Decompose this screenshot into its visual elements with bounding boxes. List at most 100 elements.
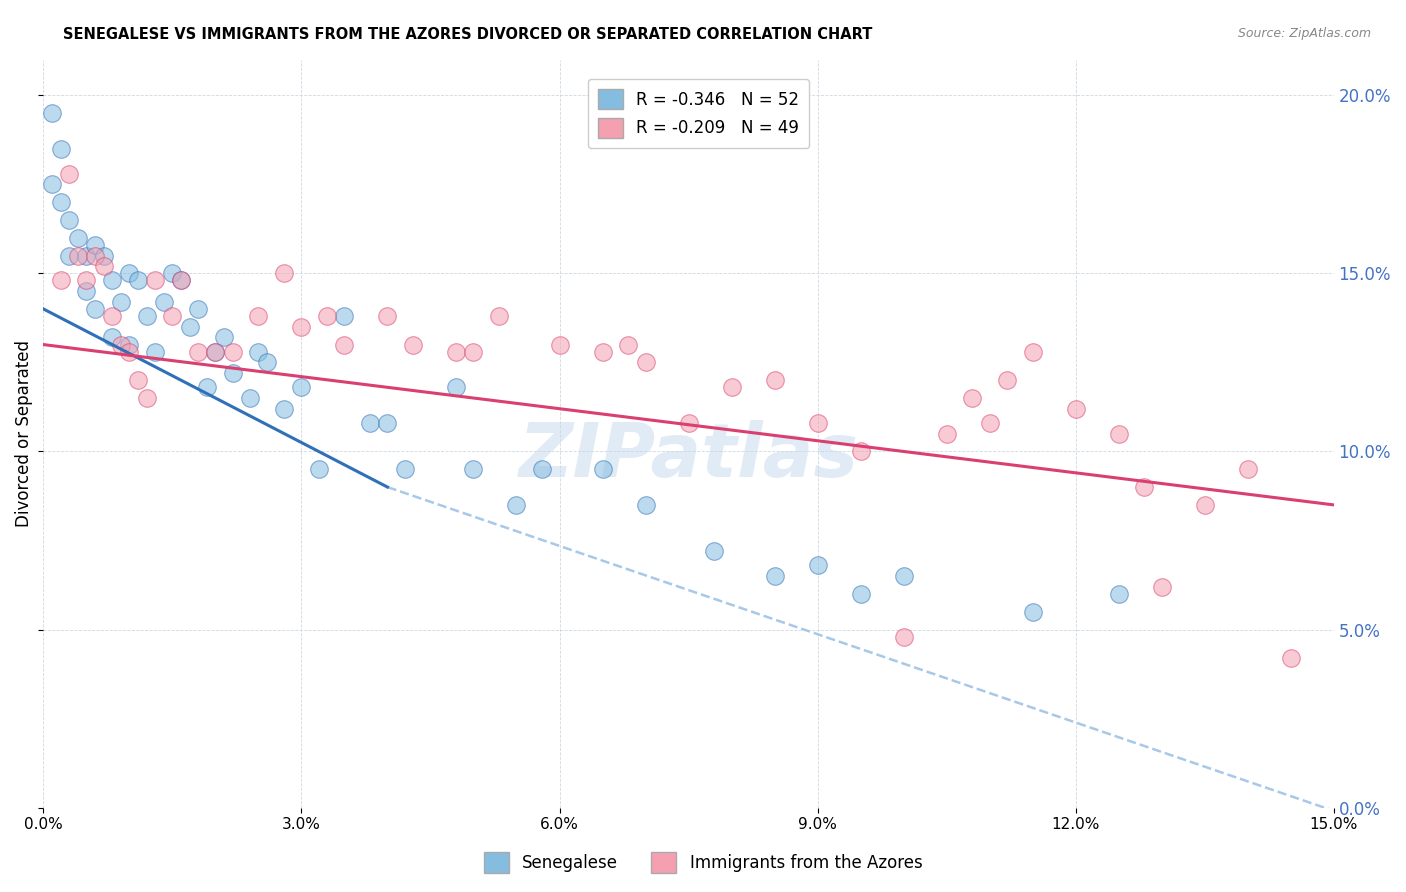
- Point: [221, 366, 243, 380]
- Point: [703, 544, 725, 558]
- Point: [1064, 401, 1087, 416]
- Point: [179, 319, 201, 334]
- Point: [316, 309, 339, 323]
- Point: [333, 309, 356, 323]
- Point: [893, 630, 915, 644]
- Point: [1021, 605, 1043, 619]
- Point: [101, 273, 124, 287]
- Point: [1194, 498, 1216, 512]
- Point: [463, 462, 485, 476]
- Point: [204, 344, 226, 359]
- Text: SENEGALESE VS IMMIGRANTS FROM THE AZORES DIVORCED OR SEPARATED CORRELATION CHART: SENEGALESE VS IMMIGRANTS FROM THE AZORES…: [63, 27, 873, 42]
- Point: [806, 558, 828, 573]
- Point: [256, 355, 278, 369]
- Point: [273, 266, 295, 280]
- Point: [359, 416, 381, 430]
- Point: [84, 301, 107, 316]
- Point: [290, 380, 312, 394]
- Point: [548, 337, 571, 351]
- Point: [446, 380, 468, 394]
- Point: [195, 380, 218, 394]
- Point: [118, 344, 141, 359]
- Point: [617, 337, 640, 351]
- Point: [634, 355, 657, 369]
- Point: [101, 309, 124, 323]
- Point: [678, 416, 700, 430]
- Point: [58, 167, 80, 181]
- Text: ZIPatlas: ZIPatlas: [519, 419, 859, 492]
- Point: [118, 266, 141, 280]
- Point: [93, 259, 115, 273]
- Point: [101, 330, 124, 344]
- Point: [127, 373, 149, 387]
- Point: [84, 248, 107, 262]
- Point: [849, 444, 872, 458]
- Legend: R = -0.346   N = 52, R = -0.209   N = 49: R = -0.346 N = 52, R = -0.209 N = 49: [588, 79, 810, 148]
- Legend: Senegalese, Immigrants from the Azores: Senegalese, Immigrants from the Azores: [477, 846, 929, 880]
- Point: [634, 498, 657, 512]
- Point: [162, 309, 184, 323]
- Point: [273, 401, 295, 416]
- Point: [221, 344, 243, 359]
- Point: [41, 178, 63, 192]
- Point: [153, 294, 176, 309]
- Point: [979, 416, 1001, 430]
- Point: [763, 373, 786, 387]
- Y-axis label: Divorced or Separated: Divorced or Separated: [15, 340, 32, 527]
- Point: [75, 284, 97, 298]
- Point: [446, 344, 468, 359]
- Point: [66, 248, 89, 262]
- Point: [488, 309, 510, 323]
- Point: [935, 426, 957, 441]
- Point: [763, 569, 786, 583]
- Point: [849, 587, 872, 601]
- Point: [1279, 651, 1302, 665]
- Point: [463, 344, 485, 359]
- Point: [962, 391, 984, 405]
- Point: [394, 462, 416, 476]
- Point: [720, 380, 742, 394]
- Point: [592, 462, 614, 476]
- Point: [58, 213, 80, 227]
- Point: [187, 344, 209, 359]
- Point: [377, 309, 399, 323]
- Point: [247, 309, 270, 323]
- Point: [290, 319, 312, 334]
- Point: [1133, 480, 1156, 494]
- Point: [1021, 344, 1043, 359]
- Point: [806, 416, 828, 430]
- Point: [1108, 587, 1130, 601]
- Point: [93, 248, 115, 262]
- Point: [1150, 580, 1173, 594]
- Point: [377, 416, 399, 430]
- Point: [212, 330, 235, 344]
- Point: [135, 391, 157, 405]
- Point: [531, 462, 554, 476]
- Point: [204, 344, 226, 359]
- Point: [170, 273, 193, 287]
- Point: [127, 273, 149, 287]
- Point: [118, 337, 141, 351]
- Point: [143, 344, 166, 359]
- Point: [239, 391, 262, 405]
- Point: [893, 569, 915, 583]
- Point: [187, 301, 209, 316]
- Point: [143, 273, 166, 287]
- Point: [49, 273, 72, 287]
- Point: [162, 266, 184, 280]
- Point: [402, 337, 425, 351]
- Point: [170, 273, 193, 287]
- Point: [41, 106, 63, 120]
- Point: [135, 309, 157, 323]
- Point: [592, 344, 614, 359]
- Point: [1108, 426, 1130, 441]
- Text: Source: ZipAtlas.com: Source: ZipAtlas.com: [1237, 27, 1371, 40]
- Point: [58, 248, 80, 262]
- Point: [110, 294, 132, 309]
- Point: [75, 273, 97, 287]
- Point: [505, 498, 527, 512]
- Point: [1236, 462, 1258, 476]
- Point: [49, 195, 72, 210]
- Point: [84, 237, 107, 252]
- Point: [110, 337, 132, 351]
